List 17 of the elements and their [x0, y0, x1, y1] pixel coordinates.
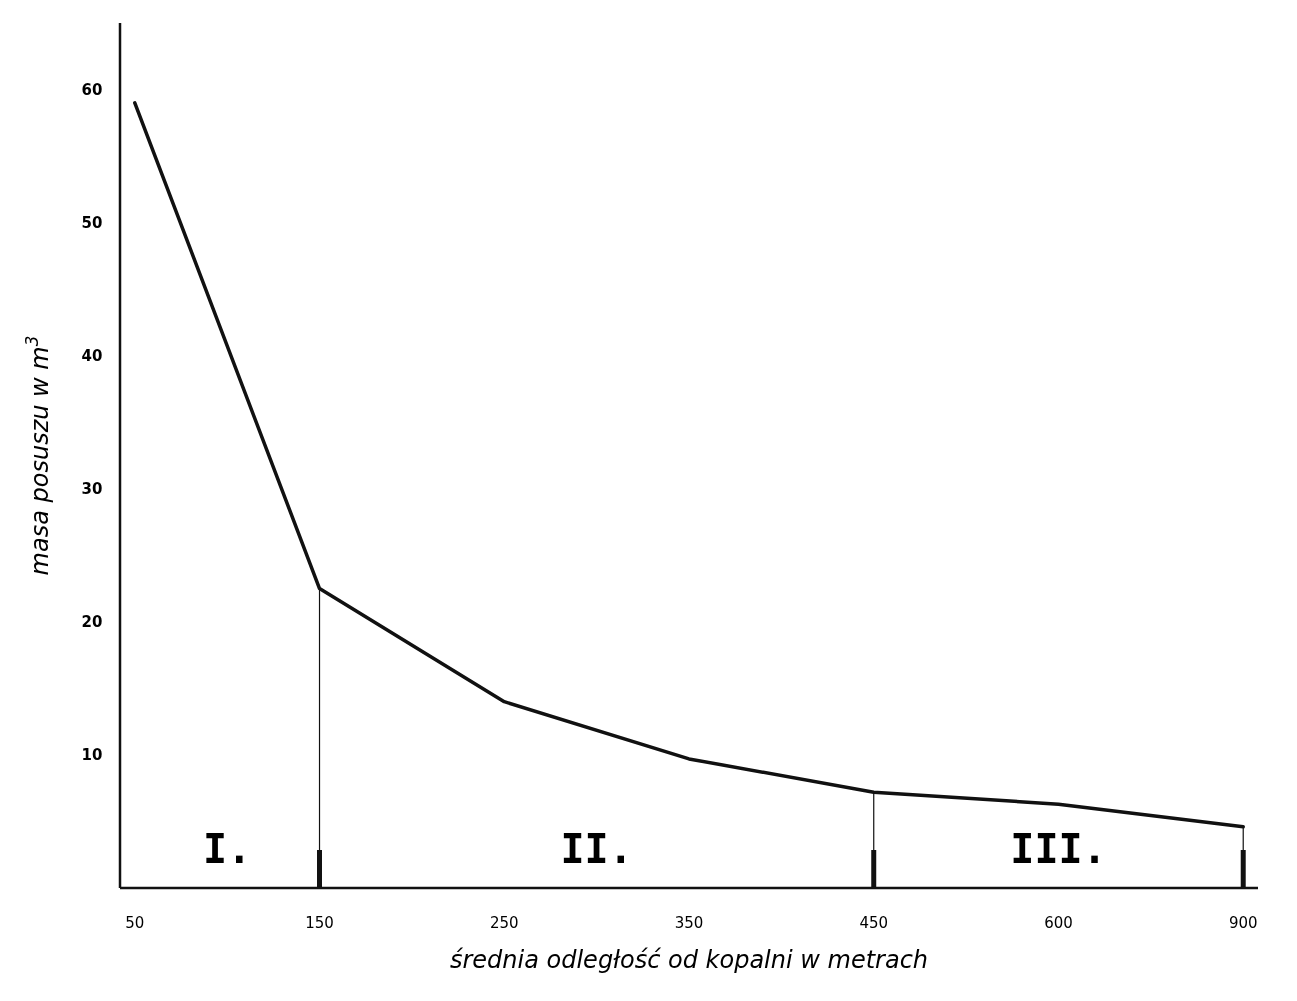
y-tick-label: 50 — [81, 213, 103, 232]
y-tick-label: 20 — [81, 613, 103, 632]
y-tick-label: 60 — [81, 80, 103, 99]
y-tick-label: 30 — [81, 480, 103, 499]
annotation: II. — [560, 826, 633, 872]
x-tick-label: 250 — [489, 914, 519, 932]
x-axis-title: średnia odległość od kopalni w metrach — [449, 946, 929, 974]
x-tick-label: 50 — [125, 914, 145, 932]
x-tick-label: 450 — [859, 914, 889, 932]
y-tick-label: 10 — [81, 746, 103, 765]
annotation: III. — [1010, 826, 1107, 872]
annotation: I. — [203, 826, 252, 872]
x-tick-label: 150 — [305, 914, 334, 932]
x-tick-label: 350 — [674, 914, 704, 932]
x-tick-label: 600 — [1044, 914, 1073, 932]
x-tick-label: 900 — [1228, 914, 1258, 932]
y-tick-label: 40 — [81, 346, 103, 365]
